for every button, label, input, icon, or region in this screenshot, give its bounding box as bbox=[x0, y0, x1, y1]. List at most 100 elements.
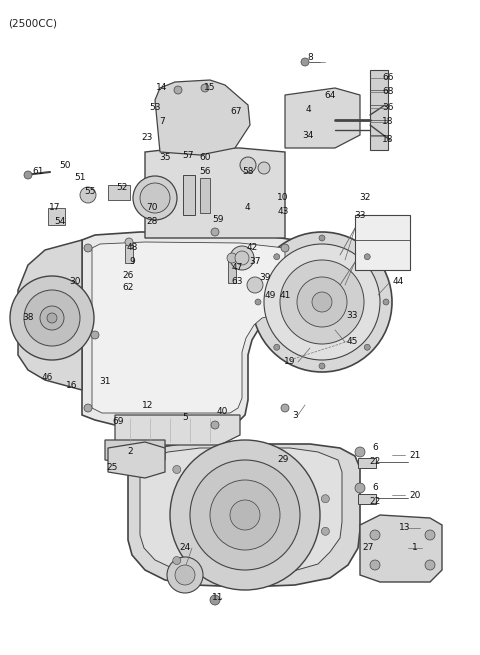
Text: 35: 35 bbox=[159, 153, 171, 162]
Text: 33: 33 bbox=[354, 210, 366, 219]
Circle shape bbox=[383, 299, 389, 305]
Bar bbox=[200, 178, 210, 213]
Circle shape bbox=[322, 527, 329, 535]
Polygon shape bbox=[140, 448, 342, 574]
Text: 49: 49 bbox=[264, 291, 276, 299]
Text: 12: 12 bbox=[142, 400, 154, 409]
Circle shape bbox=[211, 228, 219, 236]
Text: 27: 27 bbox=[362, 544, 374, 553]
Text: 20: 20 bbox=[409, 491, 420, 500]
Circle shape bbox=[201, 84, 209, 92]
Circle shape bbox=[210, 595, 220, 605]
Circle shape bbox=[170, 440, 320, 590]
Bar bbox=[125, 245, 133, 263]
Text: 18: 18 bbox=[382, 117, 394, 126]
Text: 25: 25 bbox=[106, 464, 118, 472]
Bar bbox=[228, 258, 236, 283]
Circle shape bbox=[355, 483, 365, 493]
Text: 2: 2 bbox=[127, 447, 133, 457]
Bar bbox=[183, 175, 195, 215]
Circle shape bbox=[173, 466, 181, 474]
Text: 18: 18 bbox=[382, 136, 394, 145]
Bar bbox=[358, 494, 376, 504]
Text: 51: 51 bbox=[74, 174, 86, 183]
Circle shape bbox=[227, 253, 237, 263]
Circle shape bbox=[312, 292, 332, 312]
Text: 53: 53 bbox=[149, 103, 161, 113]
Text: 24: 24 bbox=[180, 544, 191, 553]
Circle shape bbox=[173, 557, 181, 565]
Text: 22: 22 bbox=[370, 457, 381, 466]
Circle shape bbox=[211, 421, 219, 429]
Circle shape bbox=[235, 251, 249, 265]
Text: 39: 39 bbox=[259, 274, 271, 282]
Circle shape bbox=[47, 313, 57, 323]
Text: 1: 1 bbox=[412, 544, 418, 553]
Circle shape bbox=[174, 86, 182, 94]
Circle shape bbox=[210, 480, 280, 550]
Text: 14: 14 bbox=[156, 83, 168, 92]
Circle shape bbox=[80, 187, 96, 203]
Text: 37: 37 bbox=[249, 257, 261, 267]
Text: (2500CC): (2500CC) bbox=[8, 18, 57, 28]
Circle shape bbox=[281, 404, 289, 412]
Text: 36: 36 bbox=[382, 103, 394, 113]
Circle shape bbox=[247, 277, 263, 293]
Polygon shape bbox=[82, 232, 295, 425]
Circle shape bbox=[370, 530, 380, 540]
Text: 5: 5 bbox=[182, 413, 188, 422]
Circle shape bbox=[301, 58, 309, 66]
Text: 33: 33 bbox=[346, 310, 358, 320]
Text: 41: 41 bbox=[279, 291, 291, 299]
Text: 4: 4 bbox=[244, 204, 250, 212]
Text: 63: 63 bbox=[231, 278, 243, 286]
Circle shape bbox=[281, 244, 289, 252]
Text: 17: 17 bbox=[49, 204, 61, 212]
Circle shape bbox=[322, 495, 329, 502]
Circle shape bbox=[319, 363, 325, 369]
Text: 29: 29 bbox=[277, 455, 288, 464]
Polygon shape bbox=[105, 440, 165, 465]
Text: 30: 30 bbox=[69, 278, 81, 286]
Text: 9: 9 bbox=[129, 257, 135, 267]
Text: 10: 10 bbox=[277, 193, 289, 202]
Text: 32: 32 bbox=[360, 193, 371, 202]
Text: 8: 8 bbox=[307, 54, 313, 62]
Text: 62: 62 bbox=[122, 284, 134, 293]
Text: 22: 22 bbox=[370, 498, 381, 506]
Circle shape bbox=[167, 557, 203, 593]
Circle shape bbox=[84, 244, 92, 252]
Circle shape bbox=[258, 162, 270, 174]
Text: 68: 68 bbox=[382, 88, 394, 96]
Text: 23: 23 bbox=[141, 134, 153, 143]
Polygon shape bbox=[128, 444, 360, 587]
Text: 66: 66 bbox=[382, 73, 394, 83]
Circle shape bbox=[370, 560, 380, 570]
Circle shape bbox=[425, 560, 435, 570]
Polygon shape bbox=[145, 148, 285, 238]
Text: 56: 56 bbox=[199, 168, 211, 176]
Circle shape bbox=[10, 276, 94, 360]
Bar bbox=[355, 215, 410, 270]
Circle shape bbox=[24, 290, 80, 346]
Circle shape bbox=[364, 345, 370, 350]
Text: 55: 55 bbox=[84, 187, 96, 196]
Bar bbox=[358, 458, 376, 468]
Text: 61: 61 bbox=[32, 168, 44, 176]
Text: 11: 11 bbox=[212, 593, 224, 603]
Circle shape bbox=[190, 460, 300, 570]
Circle shape bbox=[252, 232, 392, 372]
Text: 40: 40 bbox=[216, 407, 228, 417]
Text: 58: 58 bbox=[242, 168, 254, 176]
Circle shape bbox=[230, 246, 254, 270]
Text: 26: 26 bbox=[122, 271, 134, 280]
Circle shape bbox=[274, 345, 280, 350]
Text: 52: 52 bbox=[116, 183, 128, 193]
Text: 34: 34 bbox=[302, 130, 314, 140]
Text: 54: 54 bbox=[54, 217, 66, 227]
Circle shape bbox=[255, 299, 261, 305]
Circle shape bbox=[364, 253, 370, 260]
Circle shape bbox=[274, 253, 280, 260]
Text: 50: 50 bbox=[59, 160, 71, 170]
Polygon shape bbox=[92, 242, 285, 413]
